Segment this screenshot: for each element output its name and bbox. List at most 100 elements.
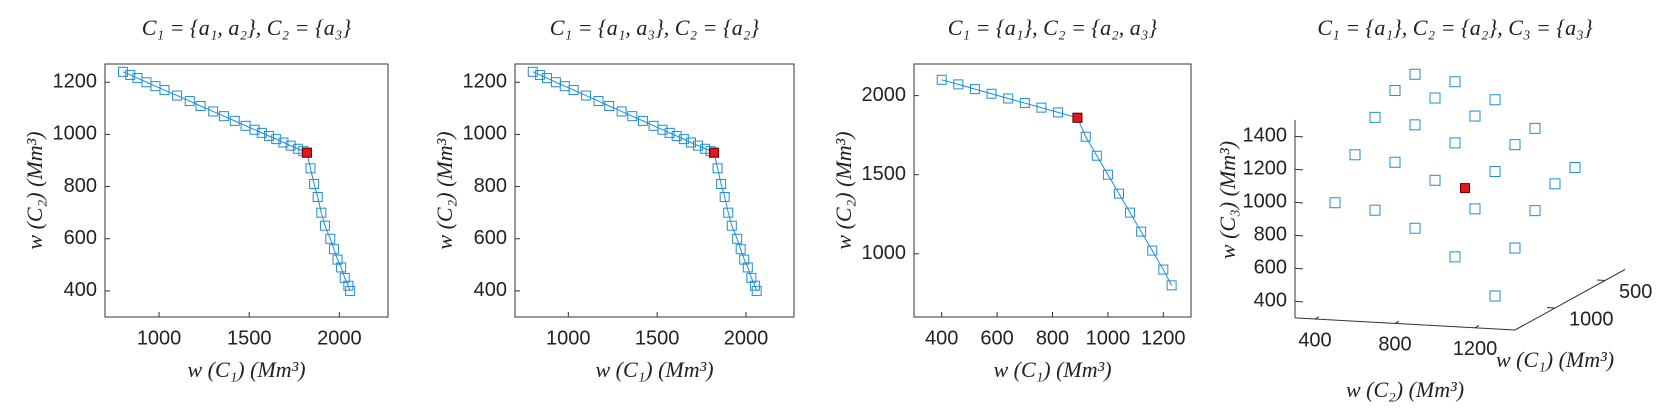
marker [312, 192, 323, 203]
x-tick-label: 1500 [635, 327, 680, 349]
y-axis-label: w (C₂) (Mm³) [432, 131, 457, 249]
marker [1449, 251, 1461, 263]
marker [739, 254, 750, 265]
marker [671, 130, 682, 141]
marker [125, 69, 136, 80]
marker [568, 85, 579, 96]
y-tick-label: 600 [64, 227, 97, 249]
z-tick-label: 800 [1254, 224, 1287, 246]
title: C₁ = {a₁, a₃}, C₂ = {a₂} [550, 15, 760, 40]
marker [1053, 107, 1064, 118]
series-line [122, 71, 351, 292]
marker [693, 140, 704, 151]
y-tick [1314, 316, 1320, 320]
title: C₁ = {a₁}, C₂ = {a₂}, C₃ = {a₃} [1317, 15, 1592, 40]
marker [604, 100, 615, 111]
marker [208, 106, 219, 117]
marker [1409, 119, 1421, 131]
z-tick-label: 400 [1254, 290, 1287, 312]
marker [316, 207, 327, 218]
marker [1509, 242, 1521, 254]
marker [1329, 197, 1341, 209]
marker [685, 137, 696, 148]
title: C₁ = {a₁, a₂}, C₂ = {a₃} [142, 15, 352, 40]
marker [285, 140, 296, 151]
x-tick-label: 1000 [1569, 308, 1614, 330]
axes-box [514, 63, 795, 318]
marker [1489, 165, 1501, 177]
marker [746, 272, 757, 283]
marker [278, 137, 289, 148]
y-tick-label: 800 [474, 175, 507, 197]
x-tick-label: 1000 [546, 327, 591, 349]
marker [1349, 149, 1361, 161]
marker [1489, 290, 1501, 302]
marker [1469, 203, 1481, 215]
marker [256, 127, 267, 138]
y-tick-label: 800 [1378, 334, 1411, 356]
marker [1489, 94, 1501, 106]
marker [1509, 139, 1521, 151]
marker [345, 285, 356, 296]
marker [1569, 162, 1581, 174]
marker [1469, 110, 1481, 122]
y-tick-label: 1000 [463, 123, 508, 145]
axes-box [104, 63, 389, 318]
y-tick-label: 1200 [53, 71, 98, 93]
marker [1147, 245, 1158, 256]
x-tick-label: 400 [925, 327, 958, 349]
marker [986, 88, 997, 99]
y-axis-label: w (C₂) (Mm³) [22, 131, 47, 249]
y-tick-label: 800 [64, 175, 97, 197]
marker [1529, 122, 1541, 134]
z-tick-label: 1200 [1243, 158, 1288, 180]
marker [1125, 207, 1136, 218]
marker [534, 69, 545, 80]
marker [936, 74, 947, 85]
marker [118, 66, 129, 77]
y-tick-label: 600 [474, 227, 507, 249]
z-axis-label: w (C₃) (Mm³) [1215, 141, 1240, 259]
series-line [532, 71, 758, 292]
marker [271, 134, 282, 145]
marker [749, 280, 760, 291]
z-tick-label: 1400 [1243, 125, 1288, 147]
axes-box [913, 63, 1192, 318]
marker [249, 124, 260, 135]
x-axis-label: w (C₁) (Mm³) [595, 357, 713, 382]
marker [657, 124, 668, 135]
x-tick-label: 2000 [724, 327, 769, 349]
y-tick-label: 1500 [862, 163, 907, 185]
marker [1389, 156, 1401, 168]
marker [1529, 205, 1541, 217]
title: C₁ = {a₁}, C₂ = {a₂, a₃} [948, 15, 1158, 40]
marker [1369, 204, 1381, 216]
x-axis-label: w (C₁) (Mm³) [1496, 347, 1614, 372]
marker [1429, 92, 1441, 104]
marker [1080, 131, 1091, 142]
y-tick-label: 1000 [862, 242, 907, 264]
y-axis-label: w (C₂) (Mm³) [1346, 377, 1464, 402]
marker [328, 244, 339, 255]
axis-line [1514, 269, 1626, 331]
marker [1449, 137, 1461, 149]
marker [336, 262, 347, 273]
marker [218, 111, 229, 122]
marker [1409, 68, 1421, 80]
y-tick-label: 1200 [1453, 338, 1498, 360]
marker [325, 233, 336, 244]
marker [309, 178, 320, 189]
y-tick-label: 400 [1298, 329, 1331, 351]
highlight-marker [709, 147, 720, 158]
marker [332, 254, 343, 265]
highlight-marker [1072, 112, 1083, 123]
x-tick-label: 1000 [137, 327, 182, 349]
marker [343, 280, 354, 291]
marker [527, 66, 538, 77]
y-tick-label: 400 [64, 279, 97, 301]
marker [1409, 222, 1421, 234]
x-tick-label: 1500 [227, 327, 272, 349]
marker [664, 127, 675, 138]
x-axis-label: w (C₁) (Mm³) [187, 357, 305, 382]
marker [716, 178, 727, 189]
